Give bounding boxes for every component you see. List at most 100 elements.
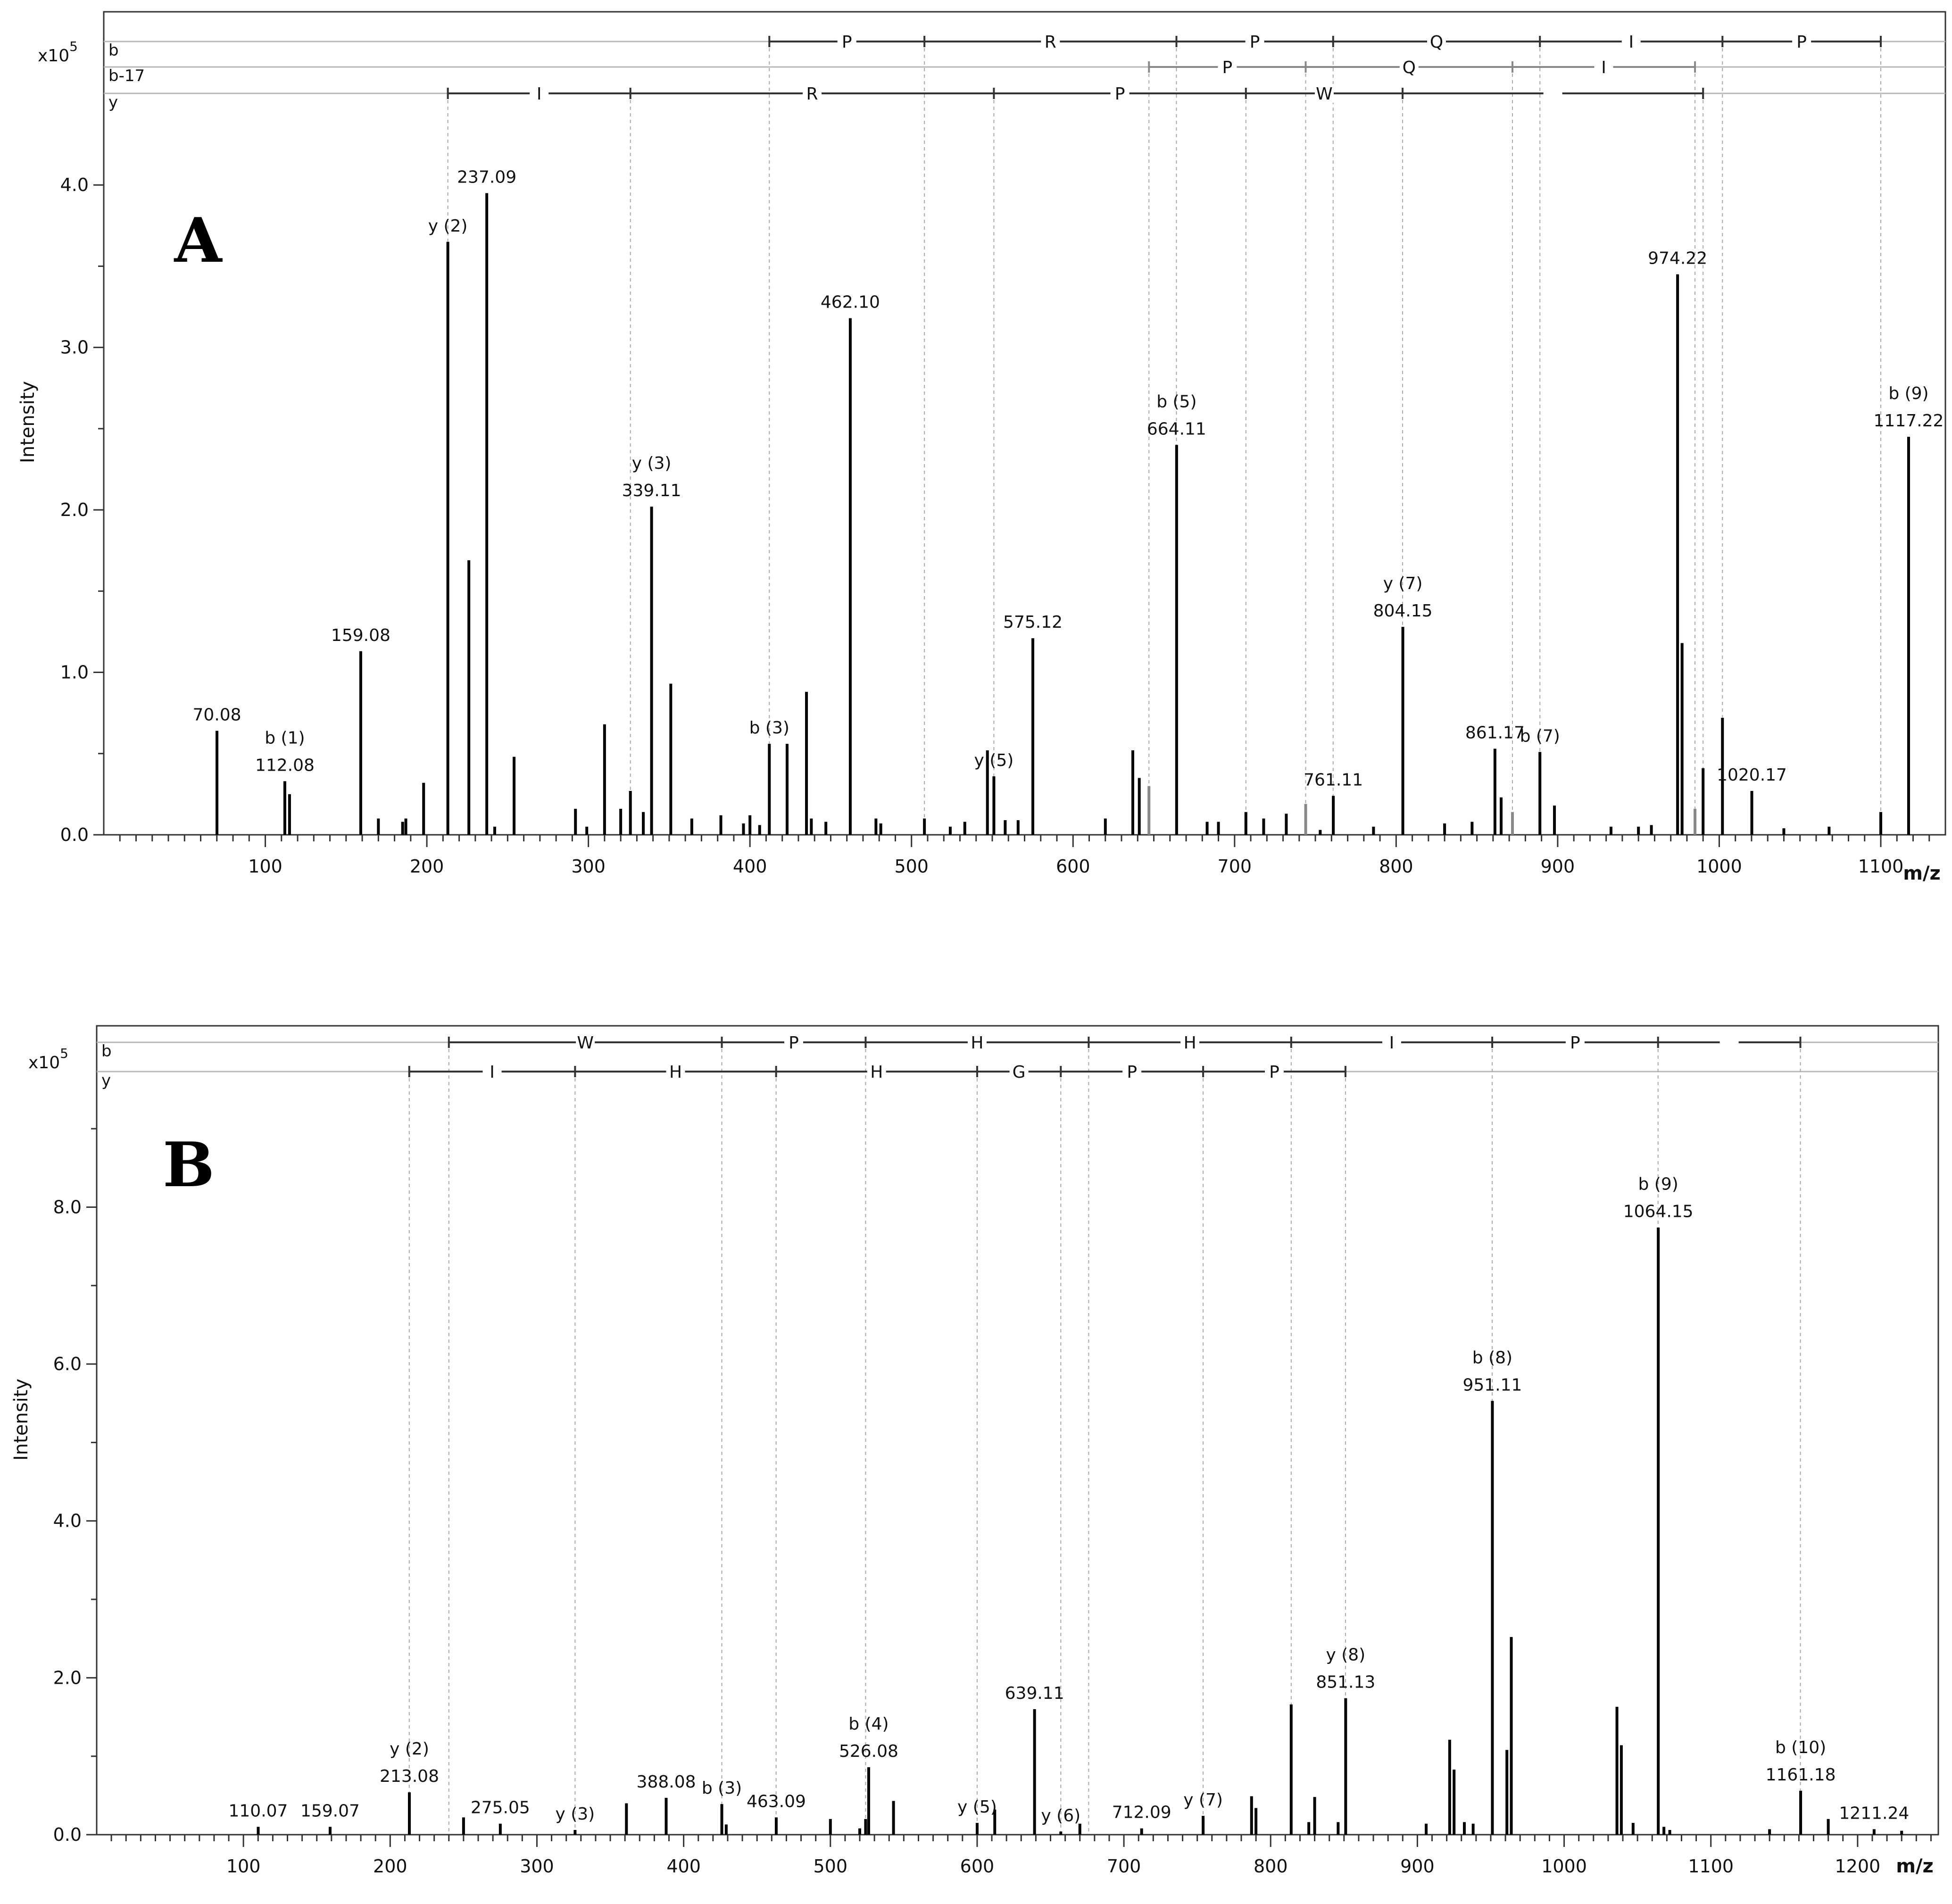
peak-mz-label: 526.08 [839,1742,898,1761]
residue-label: Q [1403,58,1416,77]
peak-mz-label: 1117.22 [1874,411,1944,431]
x-tick-label: 800 [1254,1856,1288,1877]
ion-annotation: y (6) [1041,1806,1080,1825]
residue-label-bg [1594,58,1613,76]
ion-annotation: b (8) [1472,1348,1512,1367]
residue-label-bg [1245,32,1264,51]
y-tick-label: 0.0 [53,1824,82,1845]
y-tick-label: 8.0 [53,1197,82,1217]
ion-row-label: y [101,1071,111,1090]
peak-mz-label: 804.15 [1373,601,1433,621]
ion-row-label: b [101,1042,112,1061]
x-tick-label: 400 [666,1856,701,1877]
x-tick-label: 900 [1541,856,1575,877]
ion-annotation: b (7) [1520,726,1560,746]
x-tick-label: 1000 [1696,856,1742,877]
residue-label-bg [1180,1033,1200,1052]
ion-annotation: y (7) [1383,574,1423,593]
residue-label-bg [803,84,822,103]
residue-label: Q [1430,33,1443,52]
ion-annotation: y (3) [632,454,672,473]
peak-mz-label: 463.09 [747,1792,806,1811]
x-tick-label: 600 [1056,856,1090,877]
peak-mz-label: 110.07 [229,1801,288,1821]
ion-annotation: b (3) [749,718,789,738]
y-tick-label: 1.0 [60,662,89,683]
x-tick-label: 500 [894,856,929,877]
peak-mz-label: 237.09 [457,167,516,187]
x-tick-label: 800 [1379,856,1413,877]
residue-label-bg [1382,1033,1401,1052]
residue-label-bg [1621,32,1641,51]
x-tick-label: 200 [410,856,444,877]
residue-label-bg [1565,1033,1585,1052]
peak-mz-label: 213.08 [380,1767,439,1786]
residue-label: I [490,1063,495,1082]
ion-annotation: y (5) [957,1797,997,1817]
peak-mz-label: 1064.15 [1623,1202,1694,1222]
residue-label: W [1316,84,1333,104]
y-multiplier-exponent: 5 [69,39,78,54]
x-tick-label: 500 [814,1856,848,1877]
x-tick-label: 300 [571,856,606,877]
peak-mz-label: 851.13 [1316,1673,1375,1692]
residue-label: H [971,1033,983,1053]
residue-label: I [537,84,542,104]
ion-annotation: b (10) [1775,1738,1826,1757]
residue-label-bg [1399,58,1419,76]
y-tick-label: 6.0 [53,1354,82,1374]
residue-label: I [1628,33,1634,52]
ion-annotation: b (3) [702,1779,742,1798]
peak-mz-label: 275.05 [471,1798,530,1818]
x-tick-label: 200 [373,1856,407,1877]
peak-mz-label: 974.22 [1648,249,1707,268]
peak-mz-label: 1211.24 [1839,1804,1909,1823]
residue-label: P [1115,84,1125,104]
spectrum-panel-b: by W P H H I P I H H G P P 100 200 300 400 500 600 700 800 90… [10,1025,1939,1877]
ion-row-label: b [108,41,119,60]
ion-annotation: y (2) [428,216,468,236]
peak-mz-label: 761.11 [1304,770,1363,790]
x-tick-label: 400 [733,856,767,877]
peak-mz-label: 462.10 [821,293,880,312]
y-axis-label: Intensity [10,1379,32,1461]
peak-mz-label: 861.17 [1465,723,1525,742]
residue-label: P [789,1033,799,1053]
x-tick-label: 300 [520,1856,554,1877]
residue-label-bg [1314,84,1334,103]
y-tick-label: 2.0 [60,499,89,520]
ion-annotation: b (1) [265,728,305,748]
x-tick-label: 100 [248,856,282,877]
y-tick-label: 4.0 [60,175,89,195]
residue-label-bg [1719,1033,1739,1052]
x-axis-label: m/z [1903,863,1941,884]
peak-mz-label: 1020.17 [1717,765,1787,785]
ion-annotation: b (5) [1156,392,1196,411]
residue-label-bg [576,1033,595,1052]
residue-label: H [1184,1033,1196,1053]
ion-annotation: y (7) [1183,1790,1223,1810]
peak-mz-label: 112.08 [255,756,315,775]
x-tick-label: 600 [960,1856,995,1877]
residue-label-bg [1218,58,1237,76]
peak-mz-label: 664.11 [1147,419,1206,439]
residue-label-bg [1122,1062,1142,1081]
panel-letter: A [174,204,223,276]
peak-mz-label: 1161.18 [1766,1765,1836,1785]
residue-label: P [1570,1033,1580,1053]
residue-label: R [1045,33,1056,52]
x-tick-label: 900 [1400,1856,1435,1877]
ion-row-label: y [108,93,118,112]
residue-label: I [1601,58,1606,77]
peak-mz-label: 159.08 [331,626,390,645]
peak-mz-label: 388.08 [637,1772,696,1792]
ion-annotation: y (3) [555,1804,595,1824]
y-tick-label: 4.0 [53,1511,82,1531]
residue-label-bg [784,1033,803,1052]
residue-label: W [577,1033,594,1053]
residue-label: P [1127,1063,1137,1082]
peak-mz-label: 712.09 [1112,1803,1171,1822]
residue-label: P [1250,33,1260,52]
